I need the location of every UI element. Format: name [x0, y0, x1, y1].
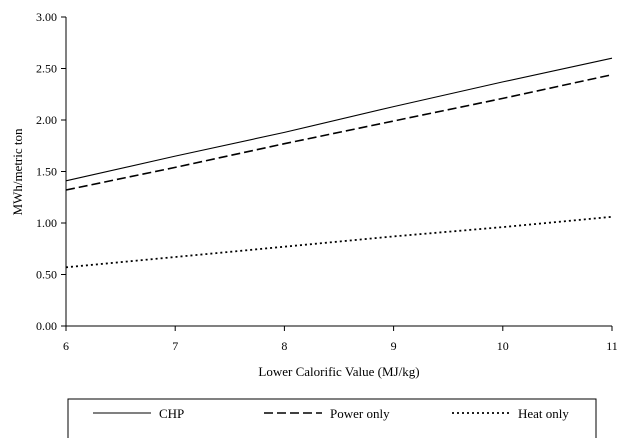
series-line-chp: [65, 57, 613, 182]
y-tick-label: 0.50: [36, 268, 57, 282]
y-tick-label: 3.00: [36, 10, 57, 24]
y-tick-label: 2.50: [36, 62, 57, 76]
legend-label: CHP: [159, 406, 184, 421]
x-axis-title: Lower Calorific Value (MJ/kg): [258, 364, 419, 379]
series-lines: [65, 57, 613, 269]
y-ticks: 0.00 0.50 1.00 1.50 2.00 2.50 3.00: [36, 10, 66, 333]
y-tick-label: 1.00: [36, 216, 57, 230]
x-tick-label: 7: [172, 339, 178, 353]
x-tick-label: 6: [63, 339, 69, 353]
y-tick-label: 1.50: [36, 165, 57, 179]
y-tick-label: 0.00: [36, 319, 57, 333]
legend-label: Heat only: [518, 406, 569, 421]
axes: [65, 17, 612, 327]
x-ticks: 6 7 8 9 10 11: [63, 326, 617, 353]
series-line-heat-only: [65, 215, 613, 269]
legend-box: [67, 398, 597, 438]
x-tick-label: 8: [281, 339, 287, 353]
x-tick-label: 10: [497, 339, 509, 353]
series-line-power-only: [65, 73, 613, 191]
legend-label: Power only: [330, 406, 390, 421]
y-tick-label: 2.00: [36, 113, 57, 127]
x-tick-label: 11: [606, 339, 617, 353]
x-tick-label: 9: [391, 339, 397, 353]
y-axis-title: MWh/metric ton: [10, 128, 25, 216]
legend: CHP Power only Heat only: [67, 398, 597, 438]
